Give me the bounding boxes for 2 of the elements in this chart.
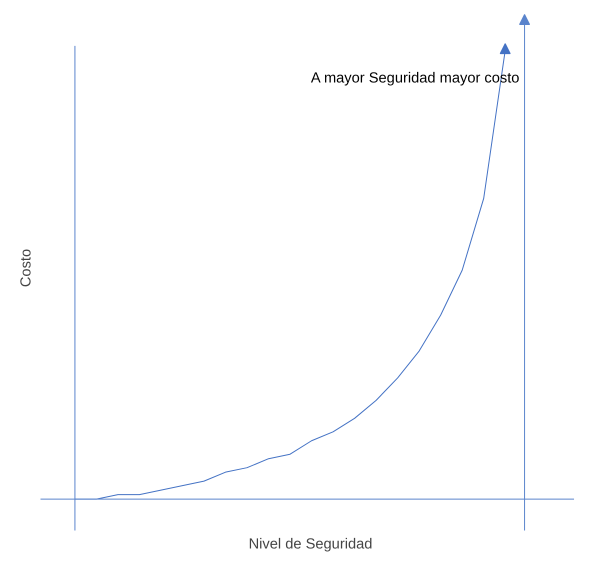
x-axis-title: Nivel de Seguridad xyxy=(248,536,372,552)
y-axis-title: Costo xyxy=(18,248,34,288)
